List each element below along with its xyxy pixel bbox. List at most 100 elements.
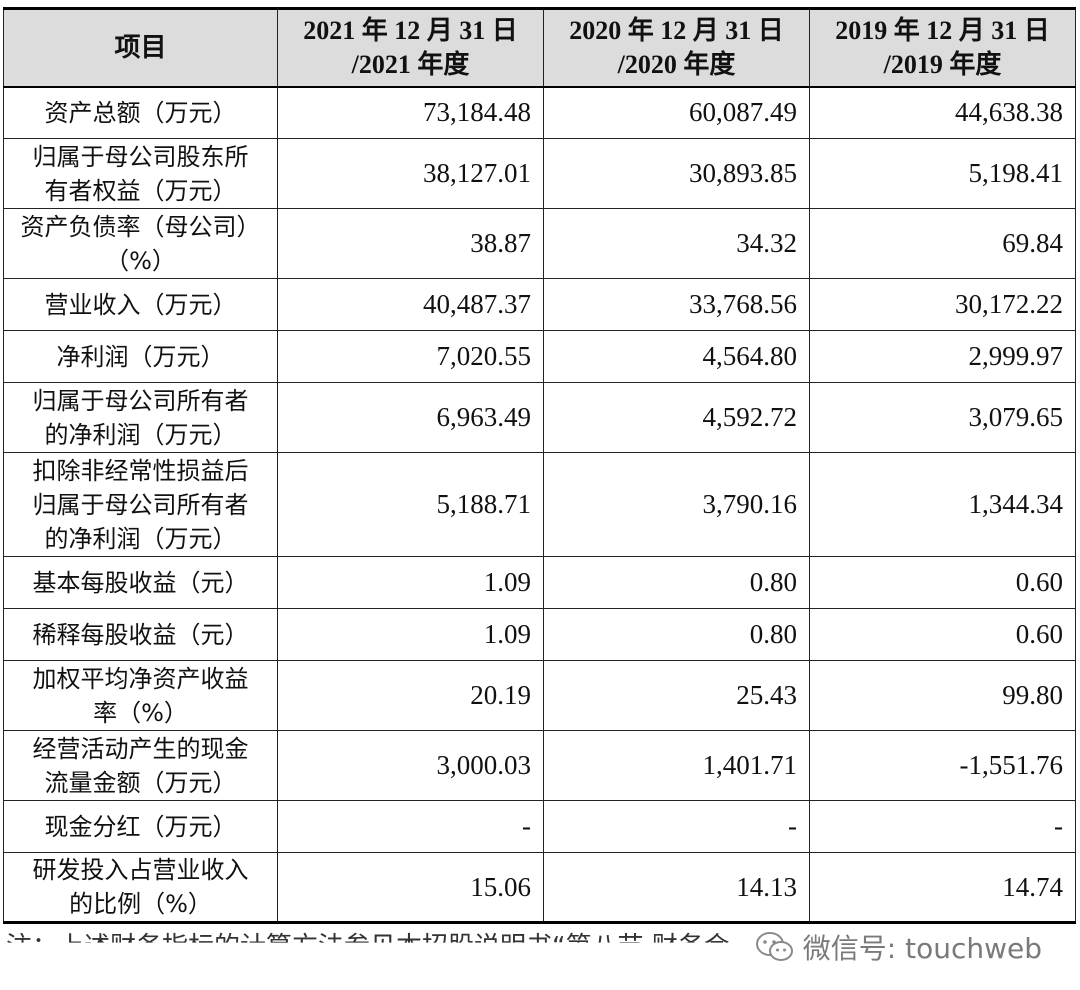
table-row: 现金分红（万元） - - - — [3, 800, 1076, 853]
row-label-line: 的比例（%） — [69, 890, 212, 918]
cell-2020: 3,790.16 — [543, 452, 810, 557]
cell-2020: 30,893.85 — [543, 138, 810, 209]
table-row: 营业收入（万元） 40,487.37 33,768.56 30,172.22 — [3, 278, 1076, 331]
row-label-line: 资产负债率（母公司） — [20, 212, 261, 241]
cell-2021: 3,000.03 — [277, 730, 544, 801]
row-label: 资产总额（万元） — [3, 86, 278, 139]
row-label-line: 的净利润（万元） — [44, 524, 237, 553]
cell-2021: 73,184.48 — [277, 86, 544, 139]
row-label-line: 有者权益（万元） — [44, 176, 237, 205]
cell-2019: 1,344.34 — [809, 452, 1076, 557]
wechat-icon — [755, 932, 793, 961]
cell-2020: 33,768.56 — [543, 278, 810, 331]
header-2019-line1: 2019 年 12 月 31 日 — [835, 15, 1050, 45]
cell-2019: 30,172.22 — [809, 278, 1076, 331]
row-label-line: （%） — [105, 246, 176, 275]
header-2019-line2: /2019 年度 — [883, 49, 1002, 79]
row-label: 经营活动产生的现金 流量金额（万元） — [3, 730, 278, 801]
table-row: 资产负债率（母公司） （%） 38.87 34.32 69.84 — [3, 208, 1076, 279]
row-label: 资产负债率（母公司） （%） — [3, 208, 278, 279]
table-row: 资产总额（万元） 73,184.48 60,087.49 44,638.38 — [3, 86, 1076, 139]
table-row: 归属于母公司股东所 有者权益（万元） 38,127.01 30,893.85 5,198… — [3, 138, 1076, 209]
row-label: 研发投入占营业收入 的比例（%） — [3, 852, 278, 923]
row-label-line: 的净利润（万元） — [44, 420, 237, 449]
watermark: 微信号: touchweb — [750, 927, 1046, 967]
table-row: 研发投入占营业收入 的比例（%） 15.06 14.13 14.74 — [3, 852, 1076, 923]
table-row: 稀释每股收益（元） 1.09 0.80 0.60 — [3, 608, 1076, 661]
row-label: 现金分红（万元） — [3, 800, 278, 853]
cell-2019: - — [809, 800, 1076, 853]
footnote: 注：上述财务指标的计算方法参见本招股说明书“第八节 财务会 — [6, 932, 730, 962]
cell-2019: 0.60 — [809, 608, 1076, 661]
row-label: 营业收入（万元） — [3, 278, 278, 331]
cell-2021: 15.06 — [277, 852, 544, 923]
header-2020-line2: /2020 年度 — [617, 49, 736, 79]
header-2021-line2: /2021 年度 — [351, 49, 470, 79]
cell-2019: 99.80 — [809, 660, 1076, 731]
header-2020: 2020 年 12 月 31 日 /2020 年度 — [543, 8, 810, 88]
row-label: 归属于母公司所有者 的净利润（万元） — [3, 382, 278, 453]
cell-2020: 0.80 — [543, 556, 810, 609]
row-label-line: 现金分红（万元） — [44, 812, 237, 841]
row-label-line: 营业收入（万元） — [44, 290, 237, 319]
row-label-line: 流量金额（万元） — [44, 768, 237, 797]
watermark-text: 微信号: touchweb — [802, 932, 1042, 965]
cell-2020: - — [543, 800, 810, 853]
row-label: 扣除非经常性损益后 归属于母公司所有者 的净利润（万元） — [3, 452, 278, 557]
cell-2020: 25.43 — [543, 660, 810, 731]
row-label-line: 归属于母公司股东所 — [32, 142, 249, 171]
cell-2021: 1.09 — [277, 608, 544, 661]
cell-2020: 0.80 — [543, 608, 810, 661]
cell-2020: 1,401.71 — [543, 730, 810, 801]
row-label: 加权平均净资产收益 率（%） — [3, 660, 278, 731]
table-row: 经营活动产生的现金 流量金额（万元） 3,000.03 1,401.71 -1,551.… — [3, 730, 1076, 801]
table-body: 资产总额（万元） 73,184.48 60,087.49 44,638.38 归属于母公… — [3, 86, 1076, 923]
row-label: 稀释每股收益（元） — [3, 608, 278, 661]
cell-2021: 38.87 — [277, 208, 544, 279]
row-label-line: 归属于母公司所有者 — [32, 490, 249, 519]
table-row: 净利润（万元） 7,020.55 4,564.80 2,999.97 — [3, 330, 1076, 383]
footer: 注：上述财务指标的计算方法参见本招股说明书“第八节 财务会 微信号: touch… — [0, 924, 1080, 990]
row-label: 基本每股收益（元） — [3, 556, 278, 609]
cell-2020: 34.32 — [543, 208, 810, 279]
cell-2020: 14.13 — [543, 852, 810, 923]
cell-2019: 3,079.65 — [809, 382, 1076, 453]
cell-2020: 4,592.72 — [543, 382, 810, 453]
cell-2021: 7,020.55 — [277, 330, 544, 383]
cell-2019: 69.84 — [809, 208, 1076, 279]
table-row: 基本每股收益（元） 1.09 0.80 0.60 — [3, 556, 1076, 609]
cell-2021: - — [277, 800, 544, 853]
row-label-line: 研发投入占营业收入 — [32, 856, 249, 884]
row-label: 归属于母公司股东所 有者权益（万元） — [3, 138, 278, 209]
row-label-line: 经营活动产生的现金 — [32, 734, 249, 763]
financial-summary-table: 项目 2021 年 12 月 31 日 /2021 年度 2020 年 12 月… — [3, 7, 1076, 924]
row-label-line: 基本每股收益（元） — [32, 568, 249, 597]
row-label-line: 加权平均净资产收益 — [32, 664, 249, 693]
header-2021: 2021 年 12 月 31 日 /2021 年度 — [277, 8, 544, 88]
header-2019: 2019 年 12 月 31 日 /2019 年度 — [809, 8, 1076, 88]
table-row: 加权平均净资产收益 率（%） 20.19 25.43 99.80 — [3, 660, 1076, 731]
cell-2019: 44,638.38 — [809, 86, 1076, 139]
cell-2019: 5,198.41 — [809, 138, 1076, 209]
row-label-line: 扣除非经常性损益后 — [32, 456, 249, 485]
cell-2019: 0.60 — [809, 556, 1076, 609]
row-label-line: 净利润（万元） — [56, 342, 225, 371]
table-row: 归属于母公司所有者 的净利润（万元） 6,963.49 4,592.72 3,079.6… — [3, 382, 1076, 453]
cell-2019: -1,551.76 — [809, 730, 1076, 801]
table-header: 项目 2021 年 12 月 31 日 /2021 年度 2020 年 12 月… — [3, 8, 1076, 88]
cell-2019: 14.74 — [809, 852, 1076, 923]
row-label: 净利润（万元） — [3, 330, 278, 383]
header-2021-line1: 2021 年 12 月 31 日 — [303, 15, 518, 45]
cell-2019: 2,999.97 — [809, 330, 1076, 383]
cell-2021: 5,188.71 — [277, 452, 544, 557]
cell-2020: 60,087.49 — [543, 86, 810, 139]
cell-2020: 4,564.80 — [543, 330, 810, 383]
table-row: 扣除非经常性损益后 归属于母公司所有者 的净利润（万元） 5,188.71 3,790.… — [3, 452, 1076, 557]
row-label-line: 资产总额（万元） — [44, 98, 237, 127]
header-2020-line1: 2020 年 12 月 31 日 — [569, 15, 784, 45]
header-item: 项目 — [3, 8, 278, 88]
row-label-line: 归属于母公司所有者 — [32, 386, 249, 415]
cell-2021: 6,963.49 — [277, 382, 544, 453]
row-label-line: 稀释每股收益（元） — [32, 620, 249, 649]
cell-2021: 20.19 — [277, 660, 544, 731]
